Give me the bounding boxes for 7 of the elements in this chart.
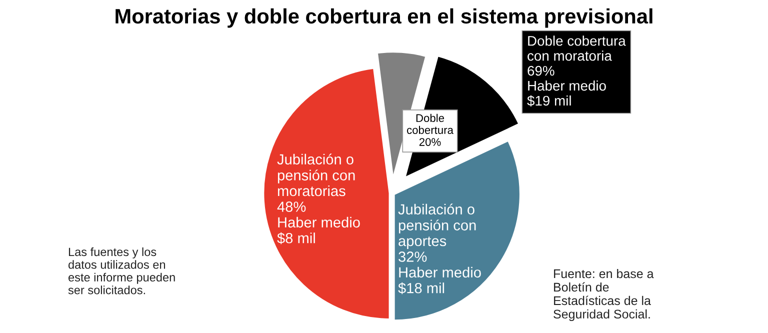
chart-title: Moratorias y doble cobertura en el sistema previsional (116, 8, 652, 28)
text: Jubilación o pensión con moratorias 48% Haber medio $8 mil (277, 154, 360, 244)
text: Las fuentes y los datos utilizados en este informe pueden ser solicitados. (68, 247, 175, 294)
text: Doble cobertura 20% (407, 114, 454, 146)
text: Doble cobertura con moratoria 69% Haber medio $19 mil (527, 36, 626, 106)
text: Jubilación o pensión con aportes 32% Haber medio $18 mil (398, 204, 481, 294)
source-note: Fuente: en base a Boletín de Estadísticas de la Seguridad Social. (554, 268, 654, 322)
